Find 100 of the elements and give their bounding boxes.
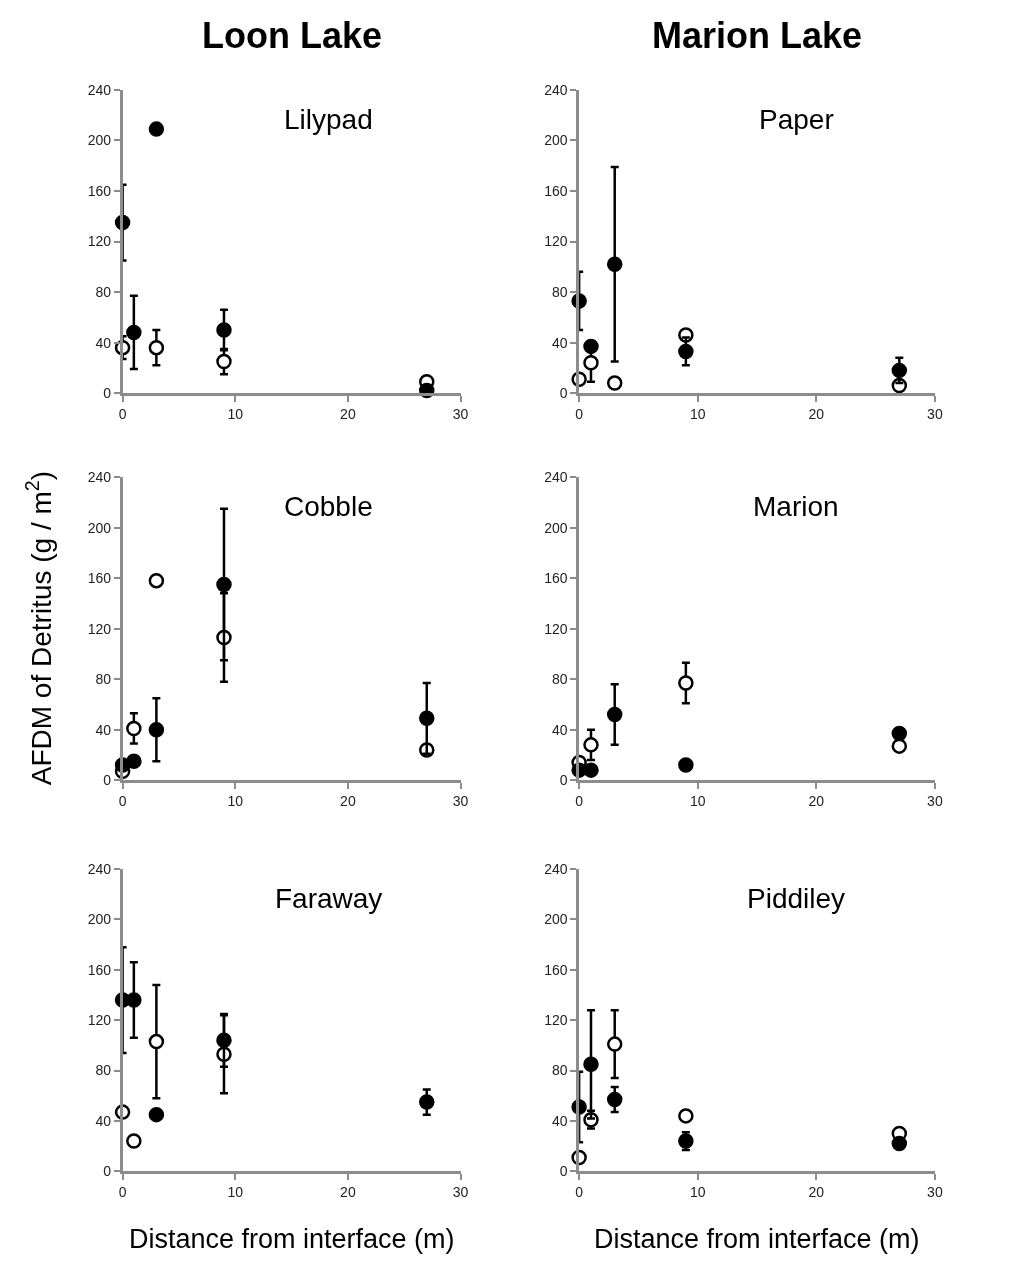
point [891,738,908,754]
y-tick-label: 40 [552,1112,568,1129]
point [419,1094,435,1110]
x-tick-label: 0 [575,792,584,809]
x-tick-label: 30 [927,405,943,422]
x-tick-label: 30 [452,792,469,809]
point [216,322,232,338]
point [148,121,165,137]
y-tick-label: 120 [544,233,568,250]
x-tick-label: 10 [689,405,706,422]
y-tick-label: 0 [103,772,112,789]
point [148,721,165,738]
point [678,757,694,773]
text: Faraway [275,883,383,914]
point [583,737,599,753]
y-tick-label: 40 [95,334,112,351]
y-tick-label: 40 [95,1112,112,1129]
y-tick-label: 0 [103,1163,112,1180]
point [891,362,908,379]
y-tick-label: 0 [103,385,112,402]
x-axis-title: Distance from interface (m) [129,1224,455,1254]
y-tick-label: 200 [544,132,568,149]
point [216,576,232,593]
y-tick-label: 240 [544,81,568,98]
y-tick-label: 240 [87,468,112,485]
point [583,355,599,371]
text: Marion [753,491,839,522]
point [583,1056,599,1073]
text: Piddiley [747,883,846,914]
point [126,1133,142,1149]
x-tick-label: 0 [575,405,584,422]
x-tick-label: 20 [340,405,356,422]
point [606,1036,623,1052]
point [216,1032,232,1049]
x-tick-label: 10 [689,1183,706,1200]
y-tick-label: 0 [559,385,568,402]
y-tick-label: 120 [544,1012,568,1029]
point [606,256,623,273]
point [583,338,599,355]
y-tick-label: 80 [552,283,568,300]
point [126,720,142,737]
y-tick-label: 40 [552,721,568,738]
y-tick-label: 240 [544,861,568,878]
y-tick-label: 80 [95,1062,112,1079]
x-tick-label: 30 [452,1183,469,1200]
text: Lilypad [284,104,373,135]
point [891,725,908,742]
point [148,339,165,356]
y-tick-label: 80 [95,671,112,688]
point [678,675,694,691]
x-tick-label: 30 [927,1183,943,1200]
point [606,706,623,723]
point [126,992,142,1008]
x-tick-label: 20 [808,1183,825,1200]
point [216,353,232,370]
y-tick-label: 120 [87,233,112,250]
y-tick-label: 160 [87,182,112,199]
text: Paper [759,104,834,135]
y-tick-label: 120 [544,620,568,637]
y-tick-label: 200 [87,911,112,928]
point [148,572,165,589]
y-tick-label: 0 [559,772,568,789]
point [606,1091,623,1108]
y-tick-label: 120 [87,620,112,637]
x-tick-label: 30 [927,792,943,809]
y-tick-label: 200 [87,132,112,149]
x-tick-label: 10 [689,792,706,809]
y-tick-label: 240 [87,861,112,878]
point [891,1135,908,1152]
point [419,710,435,727]
y-tick-label: 0 [559,1163,568,1180]
point [606,375,623,391]
y-tick-label: 240 [544,468,568,485]
x-tick-label: 0 [118,405,127,422]
y-tick-label: 40 [95,721,112,738]
x-tick-label: 20 [808,405,825,422]
x-tick-label: 10 [227,405,244,422]
y-tick-label: 160 [544,182,568,199]
x-tick-label: 20 [340,792,356,809]
text: Cobble [284,491,373,522]
text: Marion Lake [652,15,863,56]
y-tick-label: 40 [552,334,568,351]
y-tick-label: 120 [87,1012,112,1029]
y-tick-label: 200 [87,519,112,536]
x-tick-label: 20 [808,792,825,809]
point [148,1106,165,1123]
point [148,1033,165,1050]
y-tick-label: 80 [552,1062,568,1079]
text: Loon Lake [202,15,383,56]
x-tick-label: 0 [575,1183,584,1200]
y-tick-label: 200 [544,519,568,536]
point [678,343,694,360]
y-tick-label: 160 [87,961,112,978]
y-tick-label: 160 [544,961,568,978]
y-tick-label: 200 [544,911,568,928]
x-tick-label: 10 [227,792,244,809]
x-axis-title: Distance from interface (m) [594,1224,920,1254]
y-tick-label: 240 [87,81,112,98]
point [126,324,142,341]
y-tick-label: 80 [95,283,112,300]
